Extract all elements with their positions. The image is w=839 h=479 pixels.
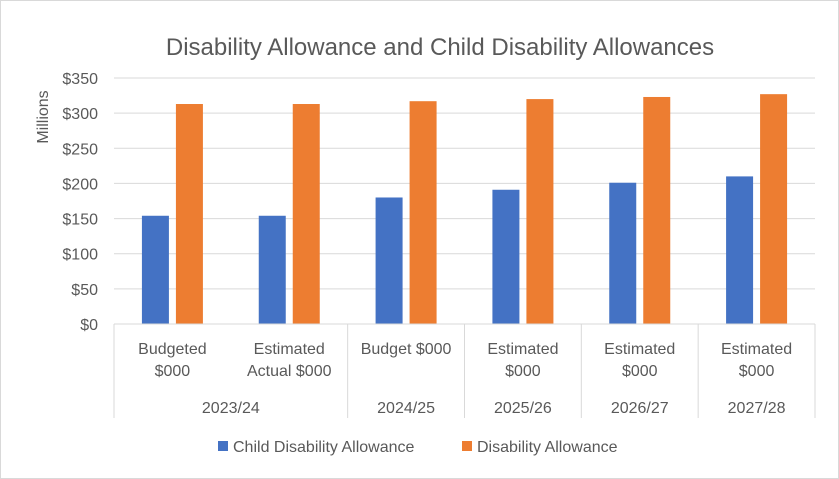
x-group-label: 2024/25 <box>377 400 435 417</box>
bar-disability-allowance <box>175 104 203 325</box>
x-category-label: Estimated <box>487 341 558 358</box>
x-category-label: Budget $000 <box>361 341 452 358</box>
bar-child-disability-allowance <box>492 189 520 324</box>
bar-child-disability-allowance <box>375 197 403 324</box>
y-tick-label: $300 <box>62 106 98 123</box>
y-tick-label: $250 <box>62 141 98 158</box>
legend-item: Disability Allowance <box>462 439 618 456</box>
y-tick-label: $0 <box>80 317 98 334</box>
y-tick-label: $150 <box>62 212 98 229</box>
x-group-label: 2025/26 <box>494 400 552 417</box>
x-category-label: $000 <box>739 363 775 380</box>
bar-disability-allowance <box>760 94 788 324</box>
bar-child-disability-allowance <box>258 215 286 324</box>
x-group-label: 2027/28 <box>728 400 786 417</box>
legend-label: Disability Allowance <box>477 439 618 456</box>
x-category-label: Estimated <box>721 341 792 358</box>
y-tick-label: $100 <box>62 247 98 264</box>
legend-label: Child Disability Allowance <box>233 439 415 456</box>
y-tick-label: $350 <box>62 71 98 88</box>
x-group-label: 2023/24 <box>202 400 260 417</box>
bar-child-disability-allowance <box>609 182 637 324</box>
x-category-label: Actual $000 <box>247 363 332 380</box>
x-category-label: Estimated <box>254 341 325 358</box>
legend-swatch <box>218 441 228 451</box>
y-tick-label: $200 <box>62 176 98 193</box>
bar-disability-allowance <box>526 99 554 324</box>
y-tick-label: $50 <box>71 282 98 299</box>
y-axis-label: Millions <box>35 90 52 143</box>
bar-disability-allowance <box>409 101 437 325</box>
bar-disability-allowance <box>292 104 320 325</box>
legend-item: Child Disability Allowance <box>218 439 415 456</box>
legend-swatch <box>462 441 472 451</box>
bar-child-disability-allowance <box>141 215 169 324</box>
bar-disability-allowance <box>643 96 671 324</box>
bar-child-disability-allowance <box>726 176 754 324</box>
x-category-label: $000 <box>505 363 541 380</box>
chart-title: Disability Allowance and Child Disabilit… <box>166 34 714 61</box>
x-category-label: $000 <box>622 363 658 380</box>
x-category-label: Budgeted <box>138 341 207 358</box>
x-category-label: $000 <box>155 363 191 380</box>
x-category-label: Estimated <box>604 341 675 358</box>
x-group-label: 2026/27 <box>611 400 669 417</box>
